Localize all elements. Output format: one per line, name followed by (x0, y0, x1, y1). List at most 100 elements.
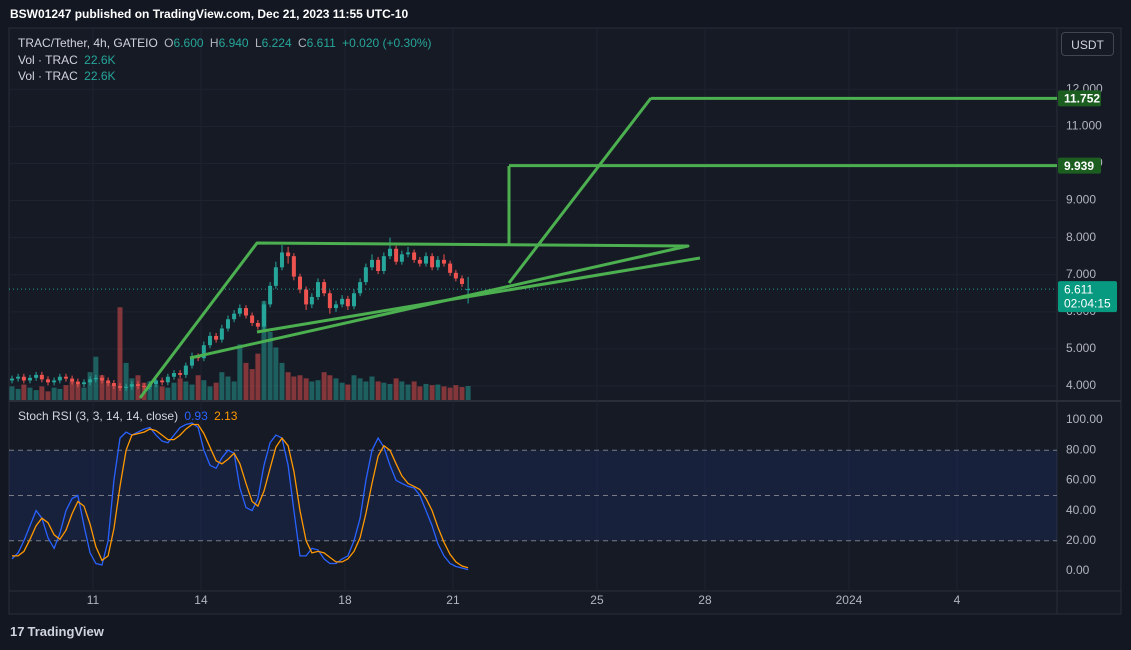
volume-bar (309, 381, 315, 400)
candle-body (333, 304, 338, 309)
candle-body (358, 282, 363, 294)
volume-bar (339, 382, 345, 400)
symbol: TRAC/Tether, 4h, GATEIO (18, 36, 158, 50)
candle-body (399, 254, 404, 262)
candle-body (273, 267, 278, 286)
legend-stoch: Stoch RSI (3, 3, 14, 14, close) 0.93 2.1… (18, 409, 240, 423)
volume-bar (285, 372, 291, 400)
volume-bar (459, 387, 465, 400)
candle-body (207, 335, 212, 346)
trend-drawings (138, 97, 701, 399)
candle-body (394, 248, 399, 262)
stoch-line (11, 422, 469, 571)
volume-bar (63, 385, 69, 400)
candle-body (63, 376, 68, 379)
volume-bar (303, 378, 309, 400)
candle-body (412, 252, 417, 260)
candle-body (268, 285, 273, 305)
volume-bar (153, 384, 159, 400)
ohlc-value: 6.600 (173, 36, 204, 50)
volume-bar (183, 381, 189, 400)
volume-bar (393, 378, 399, 400)
ohlc-label: O (164, 36, 174, 50)
legend-main: TRAC/Tether, 4h, GATEIO O6.600 H6.940 L6… (18, 36, 435, 50)
indicator-value: 0.93 (184, 409, 208, 423)
candle-body (453, 272, 458, 279)
volume-bar (105, 382, 111, 400)
x-tick-label: 2024 (836, 593, 863, 607)
candle-body (327, 293, 332, 309)
candle-body (70, 378, 75, 382)
footer-logo: 17 TradingView (10, 624, 104, 639)
candle-body (117, 386, 122, 388)
candle-body (106, 380, 111, 384)
currency-button[interactable]: USDT (1061, 32, 1114, 56)
volume-bar (435, 384, 441, 400)
candle-body (21, 376, 26, 381)
candle-body (250, 315, 255, 323)
candle-body (75, 381, 80, 385)
volume-bar (69, 381, 75, 400)
y-tick-label: 4.000 (1066, 378, 1096, 392)
candle-body (27, 377, 32, 381)
candle-body (34, 374, 39, 378)
candle-body (286, 252, 291, 257)
volume-bar (87, 372, 93, 400)
y-tick-label: 5.000 (1066, 341, 1096, 355)
volume-name: Vol · TRAC (18, 53, 78, 67)
volume-bar (327, 375, 333, 400)
price-badge-label: 9.939 (1064, 159, 1094, 173)
x-tick-label: 14 (194, 593, 208, 607)
volume-bar (21, 384, 27, 400)
volume-bar (27, 387, 33, 400)
volume-bar (15, 388, 21, 400)
volume-bar (399, 381, 405, 400)
volume-bar (225, 376, 231, 400)
candle-body (376, 259, 381, 272)
candle-body (297, 276, 302, 290)
last-price-label: 6.611 (1064, 282, 1093, 296)
volume-bar (177, 378, 183, 400)
volume-bar (441, 386, 447, 400)
candle-body (435, 259, 440, 268)
candle-body (466, 289, 471, 291)
volume-bar (57, 388, 63, 400)
candle-body (417, 259, 422, 264)
x-tick-label: 21 (446, 593, 460, 607)
ohlc-value: 6.940 (218, 36, 249, 50)
countdown-label: 02:04:15 (1064, 296, 1111, 310)
target-line (507, 97, 653, 284)
price-badge (1058, 157, 1101, 174)
marks: 4.0005.0006.0007.0008.0009.00010.00011.0… (9, 28, 1117, 607)
volume-bar (51, 387, 57, 400)
candle-body (225, 319, 230, 329)
ohlc-label: L (254, 36, 262, 50)
candle-body (52, 380, 57, 383)
y-tick-label: 9.000 (1066, 193, 1096, 207)
candle-body (142, 386, 147, 388)
price-badge (1058, 90, 1101, 107)
change: +0.020 (+0.30%) (342, 36, 432, 50)
x-tick-label: 28 (698, 593, 712, 607)
legend-volume: Vol · TRAC 22.6K (18, 69, 119, 83)
volume-bar (315, 380, 321, 400)
volume-bar (123, 362, 129, 400)
volume-bar (147, 381, 153, 400)
volume-bar (423, 383, 429, 400)
volume-value: 22.6K (84, 53, 116, 67)
volume-bar (375, 381, 381, 400)
last-price-badge (1058, 281, 1117, 313)
chart-frame (8, 27, 1122, 615)
volume-bar (231, 381, 237, 400)
volume-bar (195, 375, 201, 400)
published-note: BSW01247 published on TradingView.com, D… (10, 7, 409, 21)
y-tick-label: 7.000 (1066, 267, 1096, 281)
volume-bar (39, 386, 45, 400)
candle-body (441, 259, 446, 264)
candle-body (351, 293, 356, 307)
volume-bar (45, 391, 51, 400)
volume-bar (411, 381, 417, 400)
candle-body (178, 373, 183, 375)
candle-body (279, 252, 284, 268)
